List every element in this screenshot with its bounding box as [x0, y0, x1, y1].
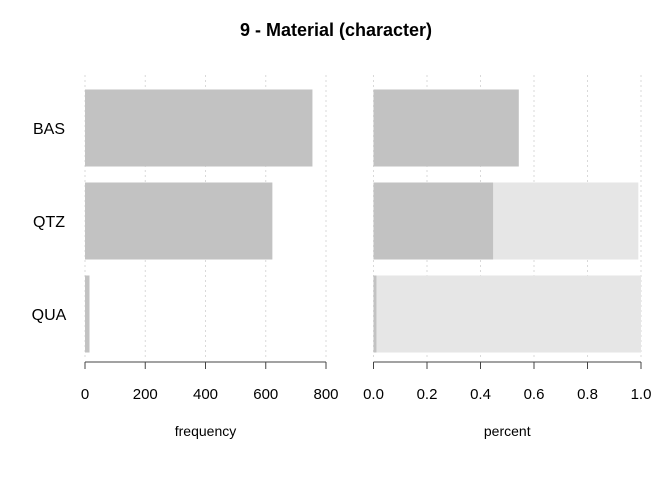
category-label-bas: BAS: [33, 121, 65, 138]
panel-2-tick-label-1: 0.2: [417, 386, 438, 403]
panel-1-x-label: frequency: [175, 423, 236, 439]
panel-1-tick-label-3: 600: [253, 386, 278, 403]
panel-2-bar-qua: [373, 275, 377, 353]
category-label-qtz: QTZ: [33, 214, 65, 231]
panel-2-bar-qtz: [373, 182, 494, 260]
panel-2-tick-label-3: 0.6: [524, 386, 545, 403]
panel-1-bar-qtz: [85, 182, 273, 260]
panel-2-x-label: percent: [484, 423, 531, 439]
panel-1-bar-bas: [85, 89, 313, 167]
chart-title: 9 - Material (character): [240, 20, 432, 40]
panel-1-tick-label-0: 0: [81, 386, 89, 403]
panel-1-tick-label-4: 800: [313, 386, 338, 403]
panel-2-tick-label-2: 0.4: [470, 386, 491, 403]
panel-2-bar-bas: [373, 89, 519, 167]
panel-1-tick-label-2: 400: [193, 386, 218, 403]
panel-2-cumulative-bar-qua: [373, 275, 641, 353]
panel-1-bar-qua: [85, 275, 90, 353]
panel-2-tick-label-4: 0.8: [577, 386, 598, 403]
panel-2-tick-label-0: 0.0: [363, 386, 384, 403]
panel-1-tick-label-1: 200: [133, 386, 158, 403]
category-label-qua: QUA: [32, 307, 67, 324]
panel-2-tick-label-5: 1.0: [631, 386, 652, 403]
